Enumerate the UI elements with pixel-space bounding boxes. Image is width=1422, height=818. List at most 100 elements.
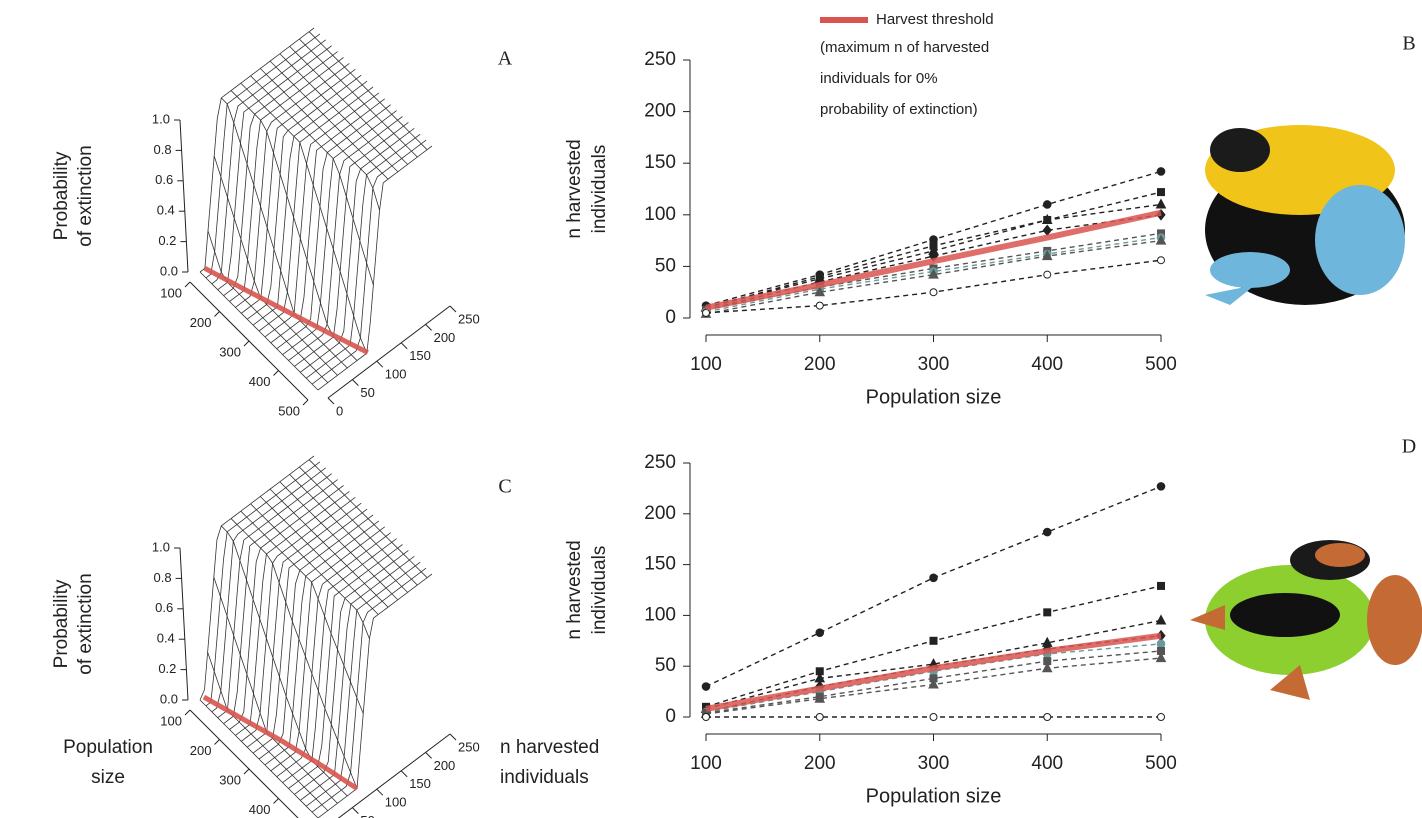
y-axis-label: individuals (589, 546, 610, 635)
x-axis-label: Population size (866, 386, 1002, 408)
series-line (705, 650, 1162, 714)
x-tick-label: 400 (1031, 354, 1063, 375)
y-tick-label: 150 (409, 776, 431, 791)
surface-wire (264, 520, 380, 766)
y-tick-label: 100 (644, 604, 676, 625)
y-axis-label: n harvested (500, 737, 599, 758)
y-tick-label: 200 (434, 330, 456, 345)
y-tick-label: 250 (644, 49, 676, 70)
surface-wire (260, 68, 380, 211)
x-tick (184, 281, 191, 288)
z-tick-label: 0.8 (154, 142, 172, 157)
x-tick-label: 400 (249, 802, 271, 817)
x-tick-label: 200 (804, 753, 836, 774)
threshold-line (705, 209, 1162, 311)
marker (1156, 167, 1166, 176)
surface-wire (258, 514, 374, 760)
x-tick-label: 500 (1145, 753, 1177, 774)
surface-wire (270, 98, 386, 344)
x-axis-label: Population size (866, 785, 1002, 807)
z-axis-label: Probability (51, 579, 72, 668)
x-tick-label: 500 (278, 403, 300, 418)
y-axis-label: individuals (500, 767, 589, 788)
x-tick-label: 200 (804, 354, 836, 375)
marker (815, 628, 825, 637)
surface-wire (276, 104, 391, 350)
surface-wire (289, 474, 408, 593)
y-tick (352, 379, 359, 386)
surface-wire (230, 518, 358, 789)
legend-note: individuals for 0% (820, 70, 938, 87)
marker (1043, 270, 1052, 279)
surface-wire (317, 145, 433, 391)
y-tick (376, 360, 384, 368)
z-tick-label: 0.0 (160, 691, 178, 706)
surface-wire (299, 38, 418, 158)
y-axis-label: individuals (589, 145, 610, 234)
surface-wire (250, 75, 374, 286)
marker (928, 268, 939, 279)
surface-wire (317, 573, 433, 818)
surface-wire (311, 139, 427, 385)
surface-wire (279, 481, 399, 601)
y-tick-label: 100 (385, 367, 407, 382)
y-tick-label: 200 (644, 503, 676, 524)
marker (1155, 198, 1167, 209)
z-axis-label: of extinction (75, 145, 96, 246)
marker (815, 301, 824, 310)
marker (1156, 639, 1166, 649)
surface-wire (213, 155, 338, 376)
y-tick-label: 100 (644, 204, 676, 225)
x-tick-label: 200 (190, 315, 212, 330)
surface-wire (308, 31, 428, 150)
marker (929, 573, 938, 583)
y-tick-label: 250 (458, 311, 480, 326)
surface-wire (269, 60, 389, 180)
x-tick-label: 100 (160, 713, 182, 728)
y-tick (327, 397, 335, 405)
surface-wire (282, 110, 397, 355)
surface-wire (289, 46, 408, 165)
y-axis (337, 733, 451, 818)
surface-wire (205, 461, 321, 707)
surface-wire (264, 92, 380, 338)
marker (1155, 614, 1167, 625)
frog-arm (1210, 252, 1290, 288)
z-tick-label: 0.6 (155, 172, 173, 187)
marker (1157, 581, 1165, 590)
x-axis-label: Population (63, 737, 153, 758)
surface-wire (207, 230, 329, 383)
z-axis-label: Probability (51, 151, 72, 240)
panel-label: A (498, 48, 513, 70)
x-tick-label: 300 (219, 344, 241, 359)
panel-label: B (1402, 33, 1415, 55)
marker (1042, 527, 1052, 537)
x-tick-label: 400 (1031, 753, 1063, 774)
surface-wire (300, 555, 415, 801)
surface-wire (258, 86, 374, 332)
surface-wire (217, 45, 332, 291)
surface-wire (250, 503, 370, 639)
marker (1156, 482, 1166, 491)
marker (1041, 662, 1053, 673)
surface-wire (269, 488, 389, 608)
y-axis (327, 305, 451, 399)
y-tick-label: 200 (434, 758, 456, 773)
y-tick (400, 342, 408, 350)
y-tick-label: 150 (644, 554, 676, 575)
frog-b (1205, 125, 1405, 305)
y-axis-label: n harvested (564, 139, 585, 238)
x-tick (243, 340, 250, 347)
surface-wire (241, 68, 356, 314)
marker (1157, 713, 1165, 721)
marker (814, 692, 826, 703)
y-tick-label: 0 (665, 706, 676, 727)
x-tick-label: 100 (690, 753, 722, 774)
x-tick-label: 100 (690, 354, 722, 375)
marker (929, 288, 938, 297)
frog-leg (1315, 185, 1405, 295)
x-tick-label: 300 (219, 772, 241, 787)
legend-note: probability of extinction) (820, 101, 978, 118)
frog-head (1210, 128, 1270, 172)
z-axis-label: of extinction (75, 573, 96, 674)
